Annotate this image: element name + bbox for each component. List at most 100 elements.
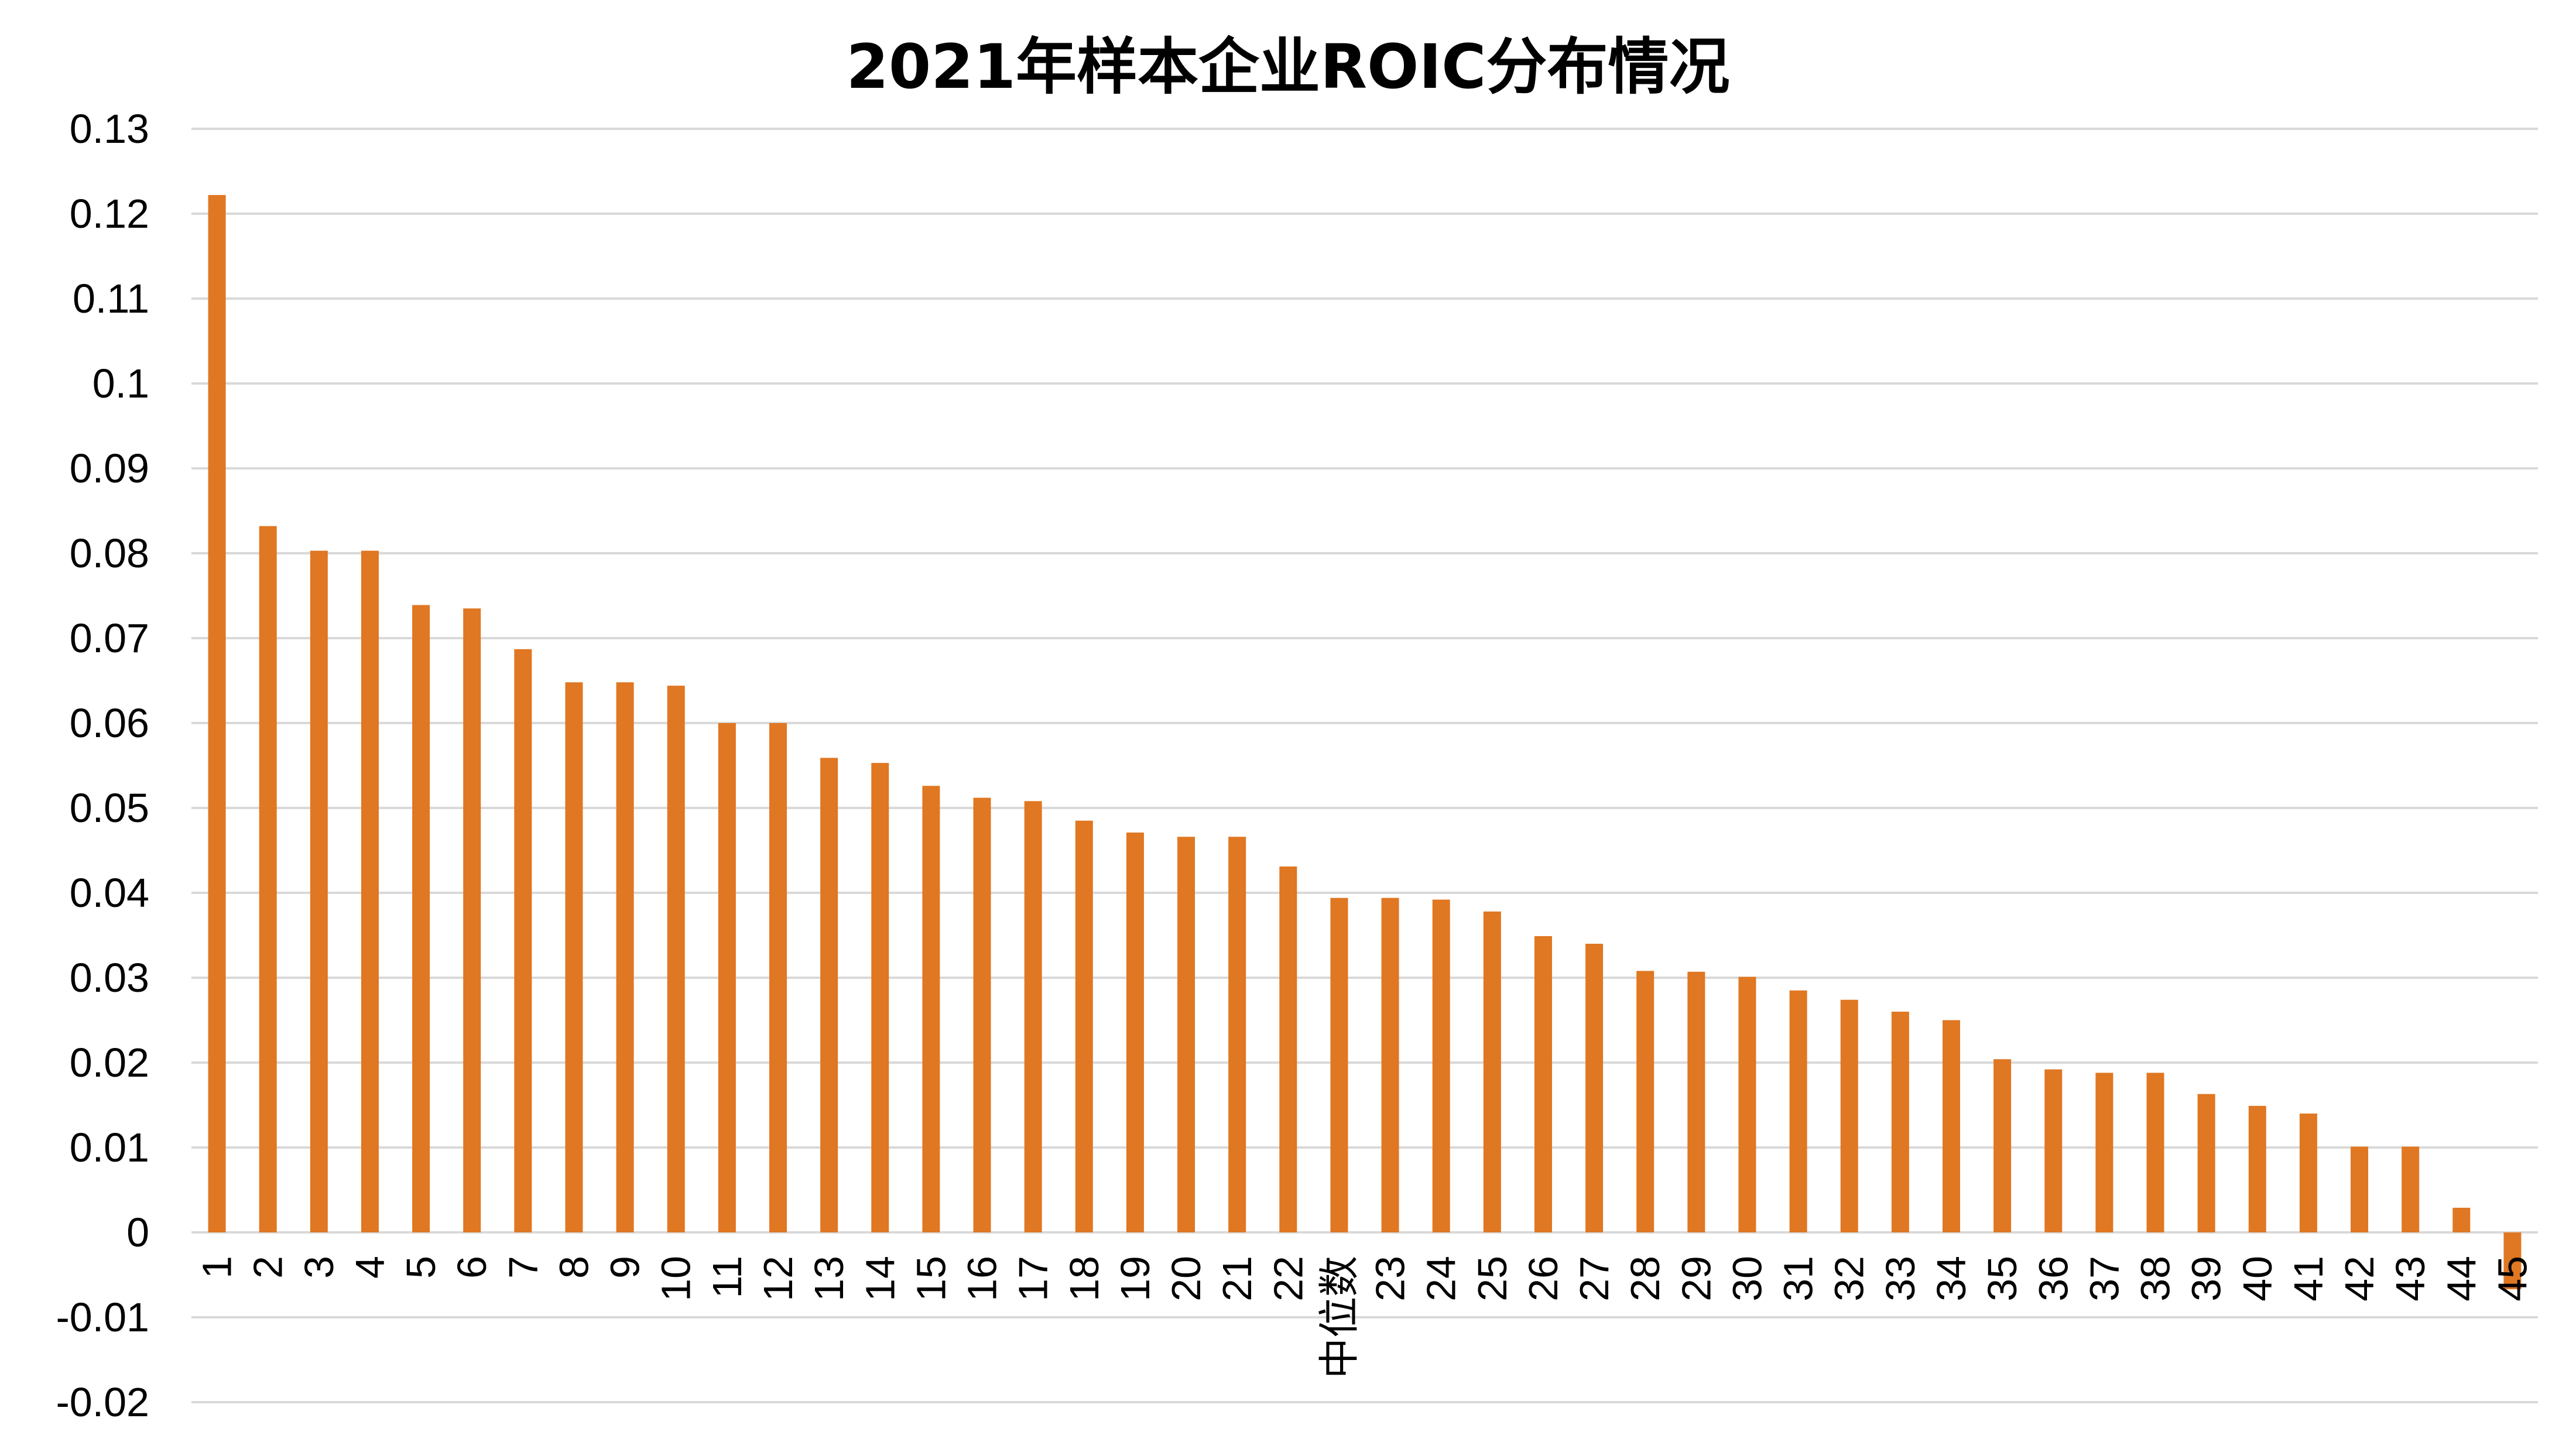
x-tick-label: 8: [551, 1256, 597, 1279]
bar: [2299, 1114, 2317, 1232]
y-tick-label: -0.02: [56, 1379, 149, 1425]
bar: [2402, 1146, 2420, 1232]
x-tick-label: 26: [1520, 1256, 1566, 1301]
bar: [1585, 944, 1604, 1232]
y-tick-label: 0.11: [73, 276, 149, 321]
y-tick-label: 0: [126, 1210, 149, 1255]
bar: [871, 763, 889, 1232]
y-tick-label: 0.07: [70, 615, 149, 661]
x-tick-label: 42: [2337, 1256, 2382, 1301]
y-tick-label: 0.06: [70, 700, 149, 746]
bar: [1381, 898, 1399, 1232]
y-tick-label: 0.04: [70, 870, 149, 916]
bar: [616, 682, 634, 1232]
bar: [1891, 1012, 1909, 1232]
bar: [718, 723, 736, 1232]
y-tick-label: -0.01: [56, 1294, 149, 1340]
bar: [361, 550, 379, 1232]
x-tick-label: 33: [1878, 1256, 1923, 1301]
x-tick-label: 45: [2489, 1256, 2535, 1301]
bar: [1228, 837, 1246, 1232]
y-tick-label: 0.12: [70, 191, 149, 237]
bar: [667, 686, 685, 1232]
y-tick-label: 0.13: [70, 106, 149, 152]
x-tick-label: 中位数: [1316, 1256, 1362, 1379]
x-tick-label: 13: [806, 1256, 852, 1301]
x-tick-label: 20: [1163, 1256, 1209, 1301]
bar: [1177, 837, 1195, 1232]
x-tick-label: 40: [2235, 1256, 2280, 1301]
bar: [1075, 820, 1093, 1232]
x-tick-label: 10: [653, 1256, 699, 1301]
bar: [463, 608, 481, 1232]
x-tick-label: 3: [296, 1256, 342, 1279]
x-tick-label: 4: [347, 1256, 393, 1279]
y-tick-label: 0.09: [70, 446, 149, 491]
x-tick-label: 44: [2438, 1256, 2484, 1301]
x-tick-label: 6: [449, 1256, 495, 1279]
bar: [259, 526, 277, 1232]
x-tick-label: 19: [1112, 1256, 1158, 1301]
x-tick-label: 12: [755, 1256, 801, 1301]
bar: [922, 786, 940, 1232]
x-tick-label: 30: [1724, 1256, 1770, 1301]
x-tick-label: 1: [194, 1256, 240, 1279]
bars: [208, 195, 2522, 1290]
chart-title: 2021年样本企业ROIC分布情况: [847, 31, 1730, 102]
bar: [565, 682, 583, 1232]
bar: [820, 758, 838, 1232]
y-tick-label: 0.05: [70, 785, 149, 831]
y-tick-label: 0.03: [70, 955, 149, 1001]
bar: [2095, 1073, 2113, 1232]
x-tick-label: 11: [704, 1256, 750, 1299]
bar: [514, 649, 532, 1232]
x-tick-label: 34: [1928, 1256, 1974, 1301]
y-tick-label: 0.1: [93, 361, 149, 406]
x-tick-label: 9: [602, 1256, 648, 1279]
bar: [412, 605, 430, 1232]
bar: [1483, 911, 1501, 1232]
bar: [2503, 1232, 2522, 1290]
x-tick-label: 7: [500, 1256, 546, 1279]
x-tick-label: 38: [2133, 1256, 2178, 1301]
bar: [1279, 866, 1297, 1232]
x-tick-label: 5: [398, 1256, 444, 1279]
bar: [769, 723, 787, 1232]
bar: [1330, 898, 1348, 1232]
bar: [1432, 899, 1450, 1232]
x-tick-label: 28: [1622, 1256, 1668, 1301]
x-tick-label: 21: [1214, 1256, 1260, 1301]
x-tick-label: 41: [2286, 1256, 2331, 1301]
bar: [1789, 990, 1807, 1232]
y-tick-label: 0.08: [70, 530, 149, 576]
x-tick-label: 35: [1979, 1256, 2025, 1301]
bar: [208, 195, 226, 1233]
bar: [1993, 1059, 2012, 1232]
x-tick-label: 39: [2184, 1256, 2229, 1301]
y-axis-ticks: 0.13 0.12 0.11 0.1 0.09 0.08 0.07 0.06 0.05 0.04 0…: [56, 106, 149, 1425]
bar: [1687, 971, 1705, 1232]
x-tick-label: 25: [1469, 1256, 1515, 1301]
bar: [973, 797, 991, 1232]
bar: [2351, 1146, 2369, 1232]
x-tick-label: 2: [245, 1256, 291, 1279]
bar: [2452, 1207, 2471, 1232]
x-tick-label: 18: [1061, 1256, 1107, 1301]
x-tick-label: 31: [1776, 1256, 1821, 1301]
bar: [2248, 1105, 2266, 1232]
y-tick-label: 0.02: [70, 1040, 149, 1085]
bar: [1126, 833, 1144, 1232]
bar: [310, 550, 328, 1232]
bar: [1738, 977, 1756, 1232]
bar: [2197, 1094, 2215, 1232]
y-tick-label: 0.01: [70, 1125, 149, 1170]
gridlines: [191, 128, 2538, 1403]
x-tick-label: 27: [1571, 1256, 1617, 1301]
x-tick-label: 24: [1419, 1256, 1464, 1301]
x-tick-label: 17: [1010, 1256, 1056, 1301]
x-tick-label: 37: [2081, 1256, 2127, 1301]
x-axis-ticks: 1 2 3 4 5 6 7 8 9 10 11 12 13 14 15 16 17 18 19 20 21 22 中位数 23…: [194, 1256, 2536, 1379]
x-tick-label: 23: [1368, 1256, 1413, 1301]
bar: [1636, 971, 1654, 1232]
